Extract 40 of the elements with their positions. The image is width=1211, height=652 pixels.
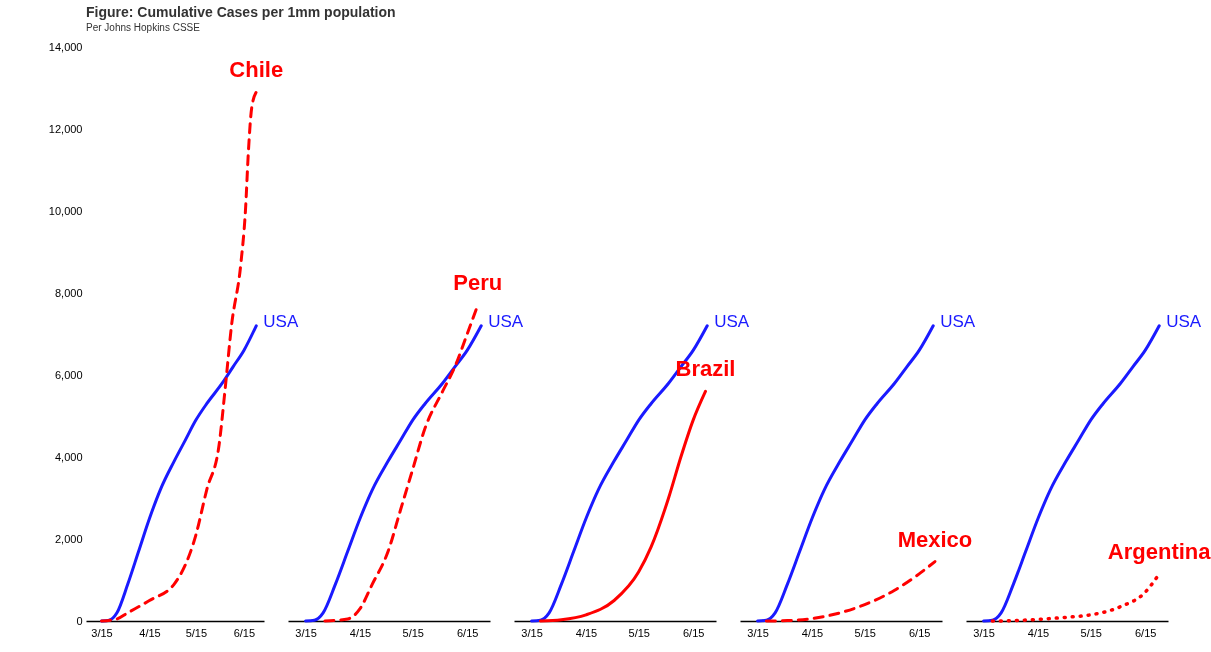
y-tick-label: 12,000 bbox=[48, 122, 83, 135]
series-label: Argentina bbox=[1107, 538, 1211, 564]
series-label: Mexico bbox=[897, 526, 973, 552]
y-tick-label: 14,000 bbox=[48, 40, 83, 53]
x-tick-label: 3/15 bbox=[521, 626, 543, 639]
x-tick-label: 6/15 bbox=[682, 626, 705, 639]
x-tick-label: 5/15 bbox=[185, 626, 208, 639]
series-label: USA bbox=[714, 311, 750, 331]
series-label: USA bbox=[940, 311, 976, 331]
x-tick-label: 5/15 bbox=[1080, 626, 1102, 639]
series-label: USA bbox=[263, 311, 299, 331]
y-tick-label: 0 bbox=[76, 614, 83, 627]
x-tick-label: 4/15 bbox=[139, 626, 161, 639]
x-tick-label: 6/15 bbox=[456, 626, 479, 639]
x-tick-label: 5/15 bbox=[854, 626, 876, 639]
y-tick-label: 8,000 bbox=[54, 286, 83, 299]
line-series bbox=[99, 90, 258, 623]
series-label: USA bbox=[488, 311, 524, 331]
x-tick-label: 6/15 bbox=[233, 626, 256, 639]
x-tick-label: 3/15 bbox=[295, 626, 317, 639]
x-tick-label: 3/15 bbox=[91, 626, 113, 639]
x-tick-label: 5/15 bbox=[402, 626, 424, 639]
y-tick-label: 4,000 bbox=[54, 450, 83, 463]
series-label: Chile bbox=[229, 57, 284, 83]
x-tick-label: 5/15 bbox=[628, 626, 650, 639]
x-tick-label: 6/15 bbox=[908, 626, 931, 639]
series-label: Peru bbox=[453, 270, 503, 296]
x-tick-label: 3/15 bbox=[747, 626, 769, 639]
x-tick-label: 4/15 bbox=[801, 626, 824, 639]
y-tick-label: 10,000 bbox=[48, 204, 83, 217]
x-tick-label: 6/15 bbox=[1134, 626, 1157, 639]
y-tick-label: 2,000 bbox=[54, 532, 83, 545]
x-tick-label: 4/15 bbox=[1027, 626, 1050, 639]
chart-subtitle: Per Johns Hopkins CSSE bbox=[86, 22, 201, 33]
chart-title: Figure: Cumulative Cases per 1mm population bbox=[86, 4, 396, 20]
x-tick-label: 3/15 bbox=[973, 626, 995, 639]
x-tick-label: 4/15 bbox=[349, 626, 372, 639]
y-tick-label: 6,000 bbox=[54, 368, 83, 381]
series-label: USA bbox=[1166, 311, 1202, 331]
x-tick-label: 4/15 bbox=[575, 626, 598, 639]
